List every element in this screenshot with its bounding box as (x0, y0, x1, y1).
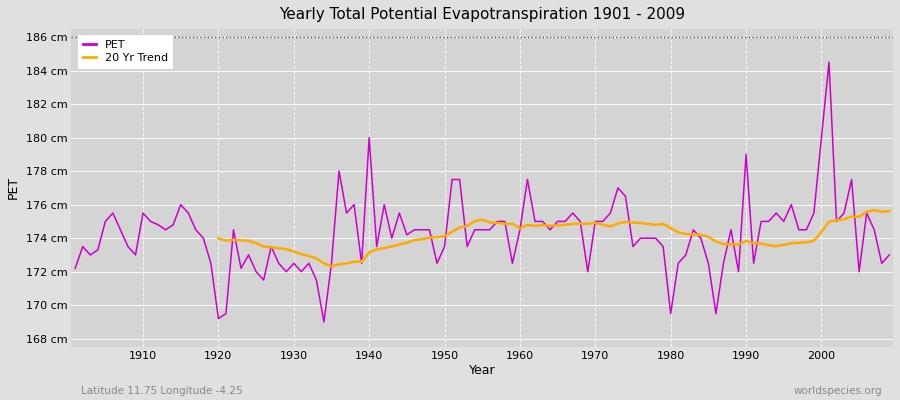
Text: Latitude 11.75 Longitude -4.25: Latitude 11.75 Longitude -4.25 (81, 386, 243, 396)
PET (522, 177, 533, 182)
20 Yr Trend (868, 208, 879, 212)
PET (130, 252, 141, 257)
20 Yr Trend (213, 236, 224, 241)
PET (296, 269, 307, 274)
20 Yr Trend (884, 208, 895, 213)
20 Yr Trend (861, 209, 872, 214)
Title: Yearly Total Potential Evapotranspiration 1901 - 2009: Yearly Total Potential Evapotranspiratio… (279, 7, 685, 22)
20 Yr Trend (424, 235, 435, 240)
PET (884, 252, 895, 257)
PET (613, 186, 624, 190)
Line: PET: PET (76, 62, 889, 322)
PET (70, 266, 81, 271)
20 Yr Trend (303, 254, 314, 258)
20 Yr Trend (688, 232, 698, 237)
PET (319, 320, 329, 324)
20 Yr Trend (778, 242, 789, 247)
PET (348, 202, 359, 207)
Legend: PET, 20 Yr Trend: PET, 20 Yr Trend (77, 34, 174, 69)
PET (824, 60, 834, 64)
X-axis label: Year: Year (469, 364, 496, 377)
Text: worldspecies.org: worldspecies.org (794, 386, 882, 396)
20 Yr Trend (794, 240, 805, 245)
PET (515, 227, 526, 232)
Y-axis label: PET: PET (7, 176, 20, 200)
Line: 20 Yr Trend: 20 Yr Trend (219, 210, 889, 266)
20 Yr Trend (326, 264, 337, 269)
